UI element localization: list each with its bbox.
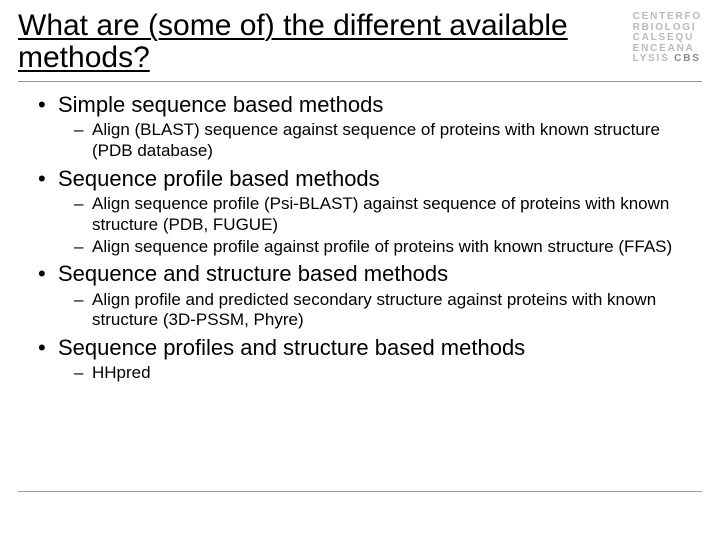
bullet-l2: HHpred	[58, 363, 702, 384]
logo-block: CENTERFO RBIOLOGI CALSEQU ENCEANA LYSIS …	[633, 12, 702, 65]
bullet-l1: Sequence and structure based methods Ali…	[24, 261, 702, 331]
slide: What are (some of) the different availab…	[0, 0, 720, 540]
bullet-l1: Sequence profiles and structure based me…	[24, 335, 702, 384]
divider-top	[18, 81, 702, 82]
bullet-l1-text: Simple sequence based methods	[58, 92, 383, 117]
logo-line: CENTERFO	[633, 12, 702, 23]
bullet-l1: Simple sequence based methods Align (BLA…	[24, 92, 702, 162]
bullet-l2: Align (BLAST) sequence against sequence …	[58, 120, 702, 161]
bullet-sublist: Align profile and predicted secondary st…	[58, 290, 702, 331]
bullet-l2: Align sequence profile against profile o…	[58, 237, 702, 258]
logo-brand: CBS	[674, 53, 701, 64]
logo-line: LYSIS CBS	[633, 54, 702, 65]
bullet-l1-text: Sequence profile based methods	[58, 166, 380, 191]
bullet-list: Simple sequence based methods Align (BLA…	[24, 92, 702, 384]
slide-title: What are (some of) the different availab…	[18, 10, 633, 75]
slide-content: Simple sequence based methods Align (BLA…	[18, 92, 702, 384]
bullet-sublist: HHpred	[58, 363, 702, 384]
bullet-l1: Sequence profile based methods Align seq…	[24, 166, 702, 258]
logo-line-text: LYSIS	[633, 53, 670, 64]
logo-line: CALSEQU	[633, 33, 702, 44]
divider-bottom	[18, 491, 702, 492]
bullet-l2: Align profile and predicted secondary st…	[58, 290, 702, 331]
bullet-sublist: Align (BLAST) sequence against sequence …	[58, 120, 702, 161]
bullet-sublist: Align sequence profile (Psi-BLAST) again…	[58, 194, 702, 257]
bullet-l1-text: Sequence profiles and structure based me…	[58, 335, 525, 360]
bullet-l1-text: Sequence and structure based methods	[58, 261, 448, 286]
slide-header: What are (some of) the different availab…	[18, 10, 702, 75]
bullet-l2: Align sequence profile (Psi-BLAST) again…	[58, 194, 702, 235]
